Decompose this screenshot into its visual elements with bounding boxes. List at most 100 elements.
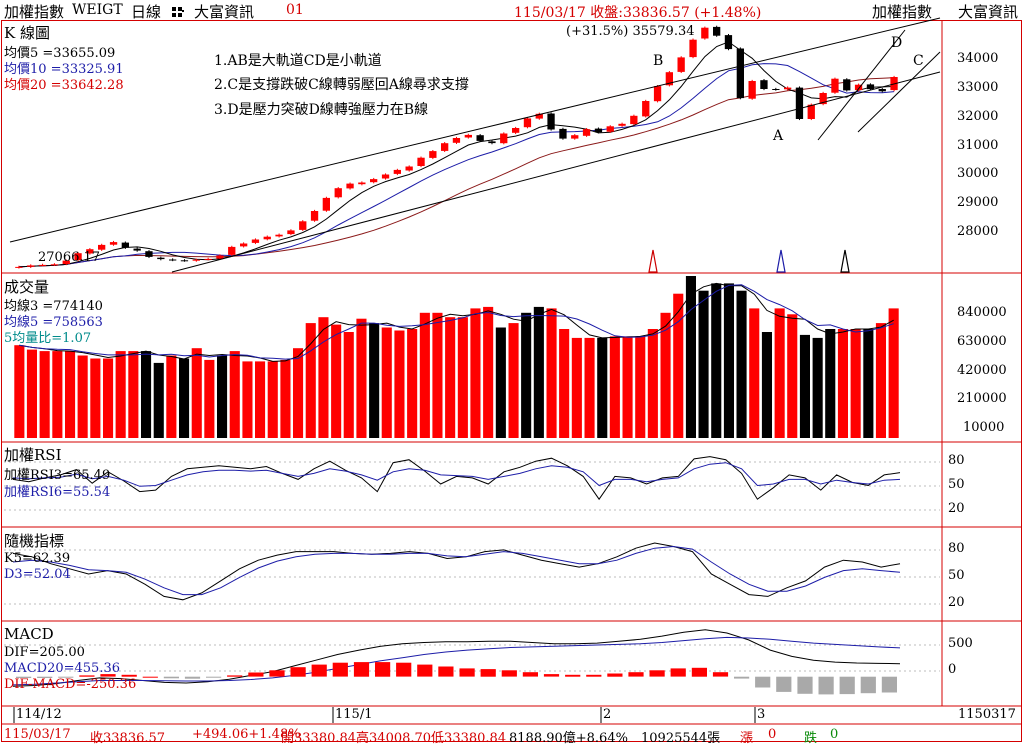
macd-line-1 (12, 629, 901, 687)
right-vendor: 大富資訊 (958, 3, 1019, 21)
volume-bar (571, 337, 582, 438)
macd-osc-bar (438, 666, 454, 677)
macd-osc-bar (607, 673, 623, 677)
rsi-ytick-3: 20 (948, 501, 965, 516)
rsi-panel-title: 加權RSI (4, 446, 62, 464)
macd-osc-bar (734, 676, 750, 679)
candle-body (50, 264, 58, 266)
vol-ma5-line (19, 284, 894, 360)
candle-body (121, 242, 129, 248)
vendor-label: 大富資訊 (194, 3, 255, 21)
macd-osc-bar (37, 676, 53, 678)
macd-osc-bar (142, 676, 158, 678)
volume-bar (495, 327, 506, 438)
macd-osc-bar (459, 668, 475, 677)
candle-body (192, 259, 200, 261)
rsi6-label: 加權RSI6=55.54 (4, 485, 111, 500)
volume-bar (90, 358, 101, 438)
date-label-1: 114/12 (16, 707, 62, 722)
grid-icon[interactable] (172, 4, 184, 17)
volume-bar (14, 345, 25, 438)
macd-osc-bar (776, 676, 792, 692)
marker-black (840, 249, 850, 273)
candle-body (169, 259, 177, 261)
macd-osc-bar (691, 667, 707, 677)
k-ytick-4: 31000 (957, 138, 999, 153)
status-change: +494.06+1.48% (192, 727, 301, 742)
status-lots: 10925544張 (641, 731, 721, 746)
candle-body (488, 141, 496, 144)
volume-bar (166, 355, 177, 438)
candle-body (370, 179, 378, 183)
period-label[interactable]: 日線 (131, 3, 162, 21)
macd-osc-bar (248, 672, 264, 677)
macd-panel-title: MACD (4, 625, 54, 643)
rsi-ytick-1: 80 (948, 453, 965, 468)
volume-bar (343, 332, 354, 438)
volume-bar (191, 348, 202, 438)
candle-body (216, 255, 224, 259)
candle-body (878, 89, 886, 92)
candle-body (866, 84, 875, 90)
candle-body (701, 27, 709, 39)
low-label: 27066.17 (38, 250, 101, 265)
k-ytick-6: 29000 (957, 195, 999, 210)
k-ytick-1: 34000 (957, 51, 999, 66)
candle-body (523, 118, 532, 128)
volume-bar (609, 336, 620, 438)
vol-ytick-2: 630000 (957, 334, 1007, 349)
candle-body (74, 253, 82, 260)
volume-bar (305, 323, 316, 438)
candle-body (381, 174, 390, 179)
vol-ratio-label: 5均量比=1.07 (4, 331, 92, 346)
volume-bar (445, 317, 456, 438)
rsi-line-2 (12, 462, 901, 487)
osc-label: DIF-MACD=-250.36 (4, 677, 137, 692)
macd-osc-bar (163, 676, 179, 679)
volume-bar (65, 351, 76, 438)
volume-bar (457, 317, 468, 438)
macd-osc-bar (311, 664, 327, 677)
dif-label: DIF=205.00 (4, 645, 85, 660)
candle-body (512, 128, 520, 133)
volume-bar (153, 362, 164, 438)
chart-frame (1, 20, 1022, 742)
volume-bar (597, 337, 608, 438)
status-close: 收33836.57 (90, 731, 166, 746)
volume-bar (432, 312, 443, 438)
candle-body (772, 89, 780, 90)
vol-ma3-line (19, 282, 894, 362)
volume-bar (103, 358, 114, 438)
vol-ma5-label: 均線5 =758563 (4, 315, 103, 330)
volume-bar (888, 308, 899, 438)
volume-bar (267, 361, 278, 438)
candle-body (713, 26, 721, 36)
candle-body (240, 243, 248, 247)
candle-body (429, 151, 437, 158)
volume-bar (521, 312, 532, 438)
peak-label: (+31.5%) 35579.34 (566, 24, 695, 39)
macd-osc-bar (417, 664, 433, 677)
macd-osc-bar (755, 676, 771, 688)
up-count-value: 0 (768, 727, 777, 742)
vol-ytick-1: 840000 (957, 305, 1007, 320)
macd-osc-bar (480, 669, 496, 677)
k-panel-title: K 線圖 (4, 24, 50, 42)
candle-body (535, 113, 543, 119)
candle-body (500, 133, 508, 144)
candle-body (665, 72, 673, 86)
volume-bar (331, 324, 342, 438)
candle-body (334, 188, 342, 198)
ma20-line (18, 77, 895, 268)
macd-osc-bar (79, 675, 95, 677)
date-label-2: 115/1 (335, 707, 373, 722)
letter-c: C (913, 53, 924, 69)
kd-line-1 (12, 542, 901, 601)
candle-body (736, 48, 744, 99)
note-3: 3.D是壓力突破D線轉強壓力在B線 (214, 102, 429, 118)
candle-body (594, 128, 603, 133)
vol-panel-title: 成交量 (4, 278, 50, 296)
volume-bar (635, 336, 646, 438)
candle-body (618, 123, 626, 126)
volume-bar (483, 306, 494, 438)
